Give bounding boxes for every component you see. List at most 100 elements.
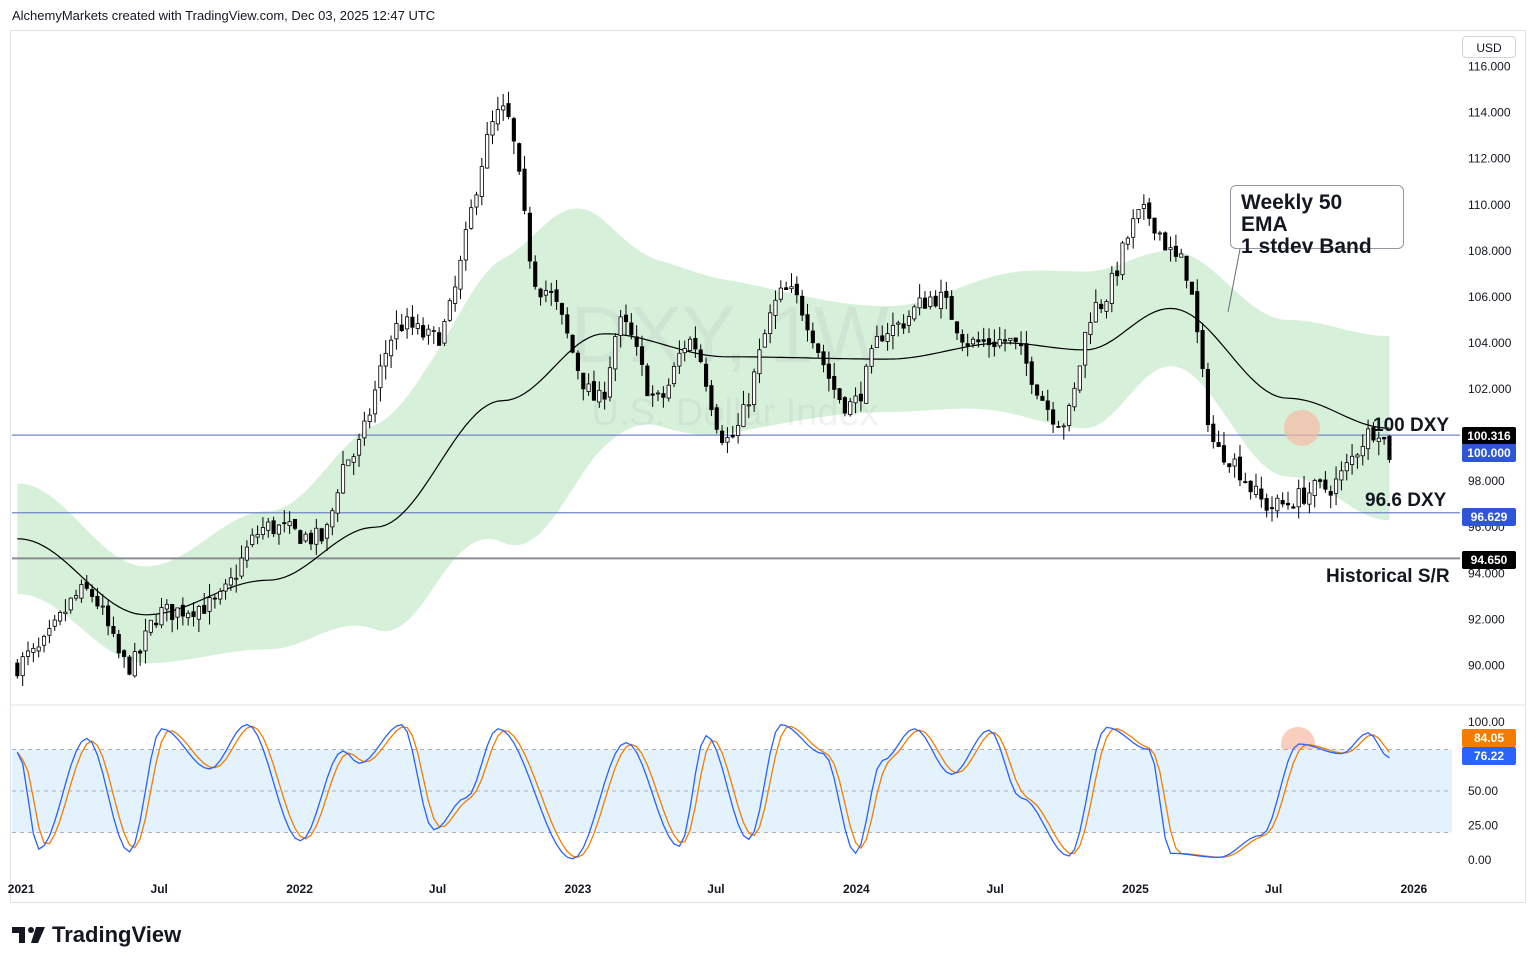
candle-body (639, 346, 645, 365)
candle-body (74, 595, 79, 599)
candle-body (1264, 498, 1269, 511)
candle-body (447, 300, 452, 321)
time-tick-label: 2021 (8, 882, 35, 896)
currency-button[interactable]: USD (1462, 36, 1516, 58)
candle-body (842, 397, 847, 414)
candle-body (1067, 405, 1072, 426)
candle-body (1291, 506, 1296, 509)
time-tick-label: Jul (986, 882, 1003, 896)
stoch-tick-label: 25.00 (1468, 819, 1498, 833)
candle-body (997, 339, 1002, 347)
candle-body (324, 524, 330, 539)
candle-body (1109, 272, 1114, 304)
candle-body (720, 430, 725, 444)
time-tick-label: 2026 (1401, 882, 1428, 896)
candle-body (378, 365, 383, 389)
candle-body (586, 383, 591, 392)
candle-body (954, 321, 960, 334)
candle-body (549, 290, 554, 293)
candle-body (1296, 488, 1301, 508)
price-tick-label: 114.000 (1468, 106, 1511, 120)
candle-body (431, 330, 436, 332)
candle-body (421, 325, 426, 338)
candle-body (346, 459, 351, 467)
candle-body (506, 103, 511, 117)
candle-body (356, 439, 362, 456)
candle-body (314, 527, 319, 545)
candle-body (202, 604, 207, 614)
time-tick-label: 2024 (843, 882, 870, 896)
candle-body (405, 316, 410, 330)
candle-body (271, 520, 276, 535)
candle-body (372, 389, 378, 415)
candle-body (244, 546, 249, 561)
candle-body (752, 371, 757, 405)
candle-body (554, 289, 559, 302)
candle-body (212, 597, 217, 600)
candle-body (1088, 321, 1093, 336)
tradingview-logo[interactable]: TradingView (12, 922, 181, 948)
candle-body (1227, 463, 1232, 468)
candle-body (1259, 488, 1264, 500)
candle-body (1184, 255, 1189, 281)
candle-body (1179, 253, 1184, 258)
candle-body (810, 330, 815, 344)
candle-body (143, 630, 148, 652)
highlight-circle-price (1284, 409, 1320, 446)
candle-body (68, 597, 73, 611)
chart-header: AlchemyMarkets created with TradingView.… (12, 8, 436, 23)
candle-body (912, 306, 917, 320)
label-100-dxy: 100 DXY (1373, 415, 1450, 436)
candle-body (970, 338, 976, 345)
candle-body (864, 365, 869, 404)
candle-body (303, 533, 308, 542)
ema-annotation[interactable]: Weekly 50 EMA 1 stdev Band (1230, 185, 1404, 258)
price-tick-label: 112.000 (1468, 152, 1511, 166)
candle-body (890, 325, 895, 336)
candle-body (95, 595, 100, 607)
candle-body (960, 334, 965, 343)
candle-body (458, 259, 463, 290)
candle-body (84, 581, 89, 589)
price-tick-label: 92.000 (1468, 612, 1505, 626)
candle-body (741, 404, 746, 428)
candle-body (1136, 209, 1141, 219)
candle-body (901, 323, 906, 329)
candle-body (1387, 435, 1392, 460)
candle-body (671, 365, 677, 385)
candle-body (138, 650, 143, 654)
candle-body (255, 534, 260, 538)
tradingview-logo-icon (12, 927, 45, 943)
candle-body (1061, 425, 1066, 428)
candle-body (164, 603, 169, 610)
candle-body (228, 577, 233, 586)
candle-body (687, 338, 693, 351)
candle-body (896, 322, 901, 325)
price-tick-label: 104.000 (1468, 336, 1512, 350)
price-tick-label: 90.000 (1468, 658, 1505, 672)
candle-body (1125, 237, 1130, 245)
candle-body (784, 287, 789, 290)
label-historical-sr: Historical S/R (1326, 566, 1450, 587)
candle-body (661, 393, 666, 398)
candle-body (196, 606, 201, 620)
candle-body (31, 647, 36, 653)
time-tick-label: Jul (707, 882, 724, 896)
candle-body (976, 339, 981, 343)
stoch-tick-label: 50.00 (1468, 784, 1498, 798)
candle-body (1040, 395, 1045, 401)
candle-body (821, 351, 826, 366)
candle-body (1366, 428, 1371, 450)
time-tick-label: 2023 (565, 882, 592, 896)
candle-body (453, 286, 458, 304)
candle-body (730, 434, 735, 438)
candle-body (159, 607, 164, 626)
candle-body (1344, 462, 1349, 472)
candle-body (736, 425, 741, 436)
candle-body (981, 339, 986, 342)
stdev-band (17, 208, 1390, 664)
candle-body (778, 287, 783, 300)
candle-body (399, 324, 404, 332)
candle-body (805, 314, 810, 331)
